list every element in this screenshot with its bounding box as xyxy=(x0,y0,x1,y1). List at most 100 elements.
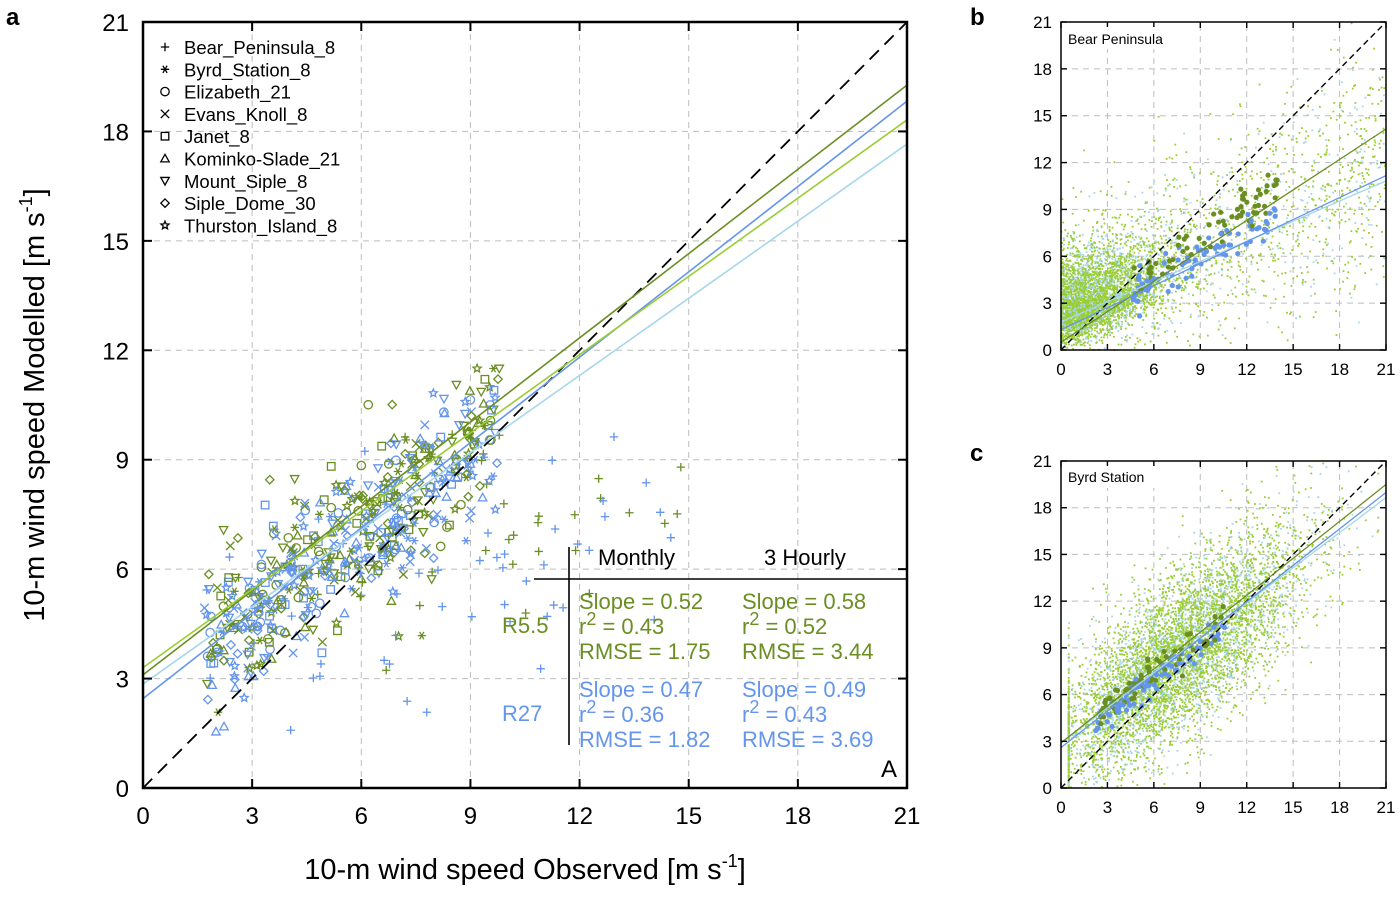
stats-row-label-r55: R5.5 xyxy=(502,613,548,638)
cloud-dot xyxy=(1271,235,1274,238)
cloud-dot xyxy=(1082,322,1085,325)
cloud-dot xyxy=(1353,160,1355,163)
marker-triangle xyxy=(395,542,407,552)
cloud-dot xyxy=(1102,209,1105,212)
cloud-dot xyxy=(1178,283,1180,286)
cloud-dot xyxy=(1333,272,1336,275)
cloud-dot xyxy=(1100,336,1103,339)
cloud-dot xyxy=(1282,252,1285,255)
cloud-dot xyxy=(1148,291,1151,294)
cloud-dot xyxy=(1111,275,1113,278)
cloud-dot xyxy=(1239,265,1241,268)
cloud-dot xyxy=(1101,268,1104,270)
cloud-dot xyxy=(1145,276,1148,279)
cloud-dot xyxy=(1096,295,1099,298)
cloud-dot xyxy=(1107,331,1110,333)
cloud-dot xyxy=(1063,239,1065,241)
cloud-dot xyxy=(1189,215,1192,217)
cloud-dot xyxy=(1092,284,1095,287)
cloud-dot xyxy=(1131,270,1134,273)
cloud-dot xyxy=(1296,207,1299,210)
marker-cross xyxy=(286,544,296,554)
cloud-dot xyxy=(1067,260,1070,262)
cloud-dot xyxy=(1131,248,1134,251)
cloud-dot xyxy=(1098,319,1101,322)
cloud-dot xyxy=(1230,265,1233,268)
cloud-dot xyxy=(1310,295,1312,297)
cloud-dot xyxy=(1124,335,1127,338)
cloud-dot xyxy=(1217,271,1220,274)
cloud-dot xyxy=(1107,287,1110,290)
r55-3hourly-slope: Slope = 0.58 xyxy=(742,589,866,614)
cloud-dot xyxy=(1146,301,1148,303)
cloud-dot xyxy=(1226,261,1229,263)
cloud-dot xyxy=(1132,283,1135,286)
cloud-dot xyxy=(1119,213,1122,216)
marker-star xyxy=(220,581,232,593)
cloud-dot xyxy=(1213,296,1216,299)
cloud-dot xyxy=(1095,314,1098,316)
cloud-dot xyxy=(1146,306,1149,309)
cloud-dot xyxy=(1124,308,1127,311)
cloud-dot xyxy=(1148,186,1151,189)
marker-triangle-down xyxy=(459,409,471,420)
cloud-dot xyxy=(1082,266,1085,269)
marker-cross xyxy=(375,533,385,543)
marker-asterisk xyxy=(354,543,364,552)
cloud-dot xyxy=(1152,306,1155,309)
cloud-dot xyxy=(1081,333,1084,335)
cloud-dot xyxy=(1364,180,1366,183)
cloud-dot xyxy=(1182,271,1185,274)
marker-plus xyxy=(309,673,318,683)
cloud-dot xyxy=(1365,117,1368,119)
cloud-dot xyxy=(1105,308,1108,311)
cloud-dot xyxy=(1079,253,1082,256)
cloud-dot xyxy=(1136,282,1139,285)
cloud-dot xyxy=(1116,264,1119,267)
cloud-dot xyxy=(1152,296,1155,298)
cloud-dot xyxy=(1142,297,1145,300)
cloud-dot xyxy=(1160,226,1163,229)
cloud-dot xyxy=(1126,252,1129,255)
cloud-dot xyxy=(1290,206,1293,208)
cloud-dot xyxy=(1079,285,1082,288)
marker-triangle-down xyxy=(319,559,331,570)
cloud-dot xyxy=(1065,316,1068,319)
cloud-dot xyxy=(1067,334,1070,337)
cloud-dot xyxy=(1072,231,1075,233)
cloud-dot xyxy=(1324,241,1327,244)
cloud-dot xyxy=(1101,339,1103,342)
cloud-dot xyxy=(1117,279,1120,282)
marker-square xyxy=(326,585,336,594)
cloud-dot xyxy=(1141,191,1144,194)
cloud-dot xyxy=(1339,163,1342,166)
cloud-dot xyxy=(1076,281,1078,284)
cloud-dot xyxy=(1137,284,1140,286)
cloud-dot xyxy=(1082,219,1085,222)
cloud-dot xyxy=(1381,231,1383,233)
cloud-dot xyxy=(1308,225,1311,228)
cloud-dot xyxy=(1095,285,1098,287)
cloud-dot xyxy=(1219,205,1221,208)
cloud-dot xyxy=(1161,300,1164,302)
cloud-dot xyxy=(1348,241,1351,244)
cloud-dot xyxy=(1353,288,1356,291)
cloud-dot xyxy=(1103,222,1106,225)
cloud-dot xyxy=(1338,104,1341,107)
cloud-dot xyxy=(1312,239,1315,241)
cloud-dot xyxy=(1089,298,1092,301)
cloud-dot xyxy=(1070,274,1073,276)
cloud-dot xyxy=(1111,320,1114,323)
marker-square xyxy=(404,525,414,535)
cloud-dot xyxy=(1274,298,1277,301)
cloud-dot xyxy=(1193,176,1196,179)
cloud-dot xyxy=(1121,261,1124,264)
cloud-dot xyxy=(1119,274,1122,277)
cloud-dot xyxy=(1132,275,1134,278)
cloud-dot xyxy=(1245,285,1248,288)
cloud-dot xyxy=(1311,165,1314,167)
cloud-dot xyxy=(1109,325,1111,327)
cloud-dot xyxy=(1068,326,1071,328)
cloud-dot xyxy=(1094,327,1097,329)
cloud-dot xyxy=(1070,344,1073,347)
